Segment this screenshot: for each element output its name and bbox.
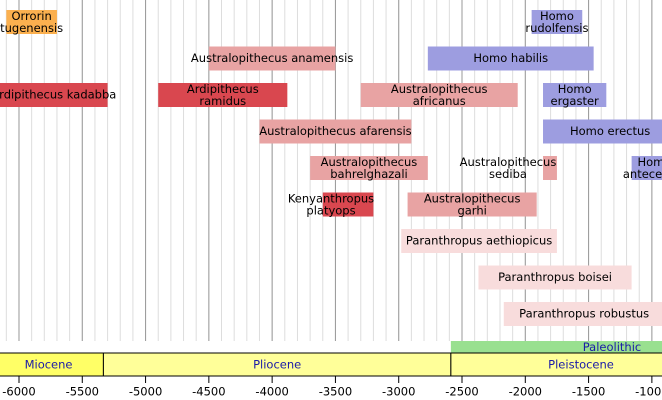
bar [543, 119, 662, 144]
bar-label: Homo ergaster [551, 82, 600, 108]
x-tick-label: -3500 [319, 385, 352, 399]
bar [322, 192, 374, 217]
bar [543, 83, 607, 107]
bar [407, 192, 537, 217]
bar [158, 83, 288, 107]
bar-label: Australopithecus garhi [424, 191, 521, 217]
x-tick-label: -1000 [635, 385, 662, 399]
x-tick-label: -2000 [509, 385, 542, 399]
bar-label: Australopithecus sediba [460, 155, 557, 181]
bar [259, 119, 412, 144]
bar-label: Australopithecus africanus [391, 82, 488, 108]
bar [360, 83, 518, 107]
x-tick-label: -5500 [66, 385, 99, 399]
bar-label: Paranthropus aethiopicus [406, 234, 552, 248]
bar-label: Ardipithecus kadabba [0, 88, 116, 102]
bar-label: Homo habilis [473, 51, 548, 65]
bar-label: Paranthropus boisei [498, 270, 612, 284]
bar-label: Kenyanthropus platyops [288, 191, 374, 217]
bar-label: Australopithecus bahrelghazali [321, 155, 418, 181]
epoch-band [450, 352, 662, 377]
bar [631, 156, 662, 180]
bar-label: Ardipithecus ramidus [187, 82, 259, 108]
bar-label: Orrorin tugenensis [0, 9, 63, 35]
bar [503, 302, 662, 326]
bar [0, 83, 108, 107]
epoch-label: Pleistocene [548, 358, 614, 372]
x-tick-label: -3000 [382, 385, 415, 399]
bar [6, 10, 57, 34]
bar-label: Homo rudolfensis [525, 9, 588, 35]
epoch-label: Pliocene [253, 358, 301, 372]
bar-label: Australopithecus anamensis [191, 51, 353, 65]
bar [208, 46, 336, 71]
bar [478, 265, 632, 290]
bar-label: Homo erectus [570, 124, 650, 138]
period-label: Paleolithic [583, 340, 641, 354]
bar [310, 156, 428, 180]
bar [427, 46, 594, 71]
x-tick-label: -2500 [445, 385, 478, 399]
bar-label: Paranthropus robustus [519, 307, 649, 321]
x-tick-label: -5000 [129, 385, 162, 399]
x-tick-label: -6000 [2, 385, 35, 399]
x-tick-label: -4000 [255, 385, 288, 399]
x-tick-label: -1500 [572, 385, 605, 399]
x-tick-label: -4500 [192, 385, 225, 399]
bar [401, 229, 557, 253]
bar [543, 156, 557, 180]
bar-label: Homoantecessor [623, 155, 662, 181]
bar-label: Australopithecus afarensis [259, 124, 411, 138]
epoch-label: Miocene [25, 358, 73, 372]
period-band [450, 341, 662, 353]
bar [531, 10, 583, 34]
